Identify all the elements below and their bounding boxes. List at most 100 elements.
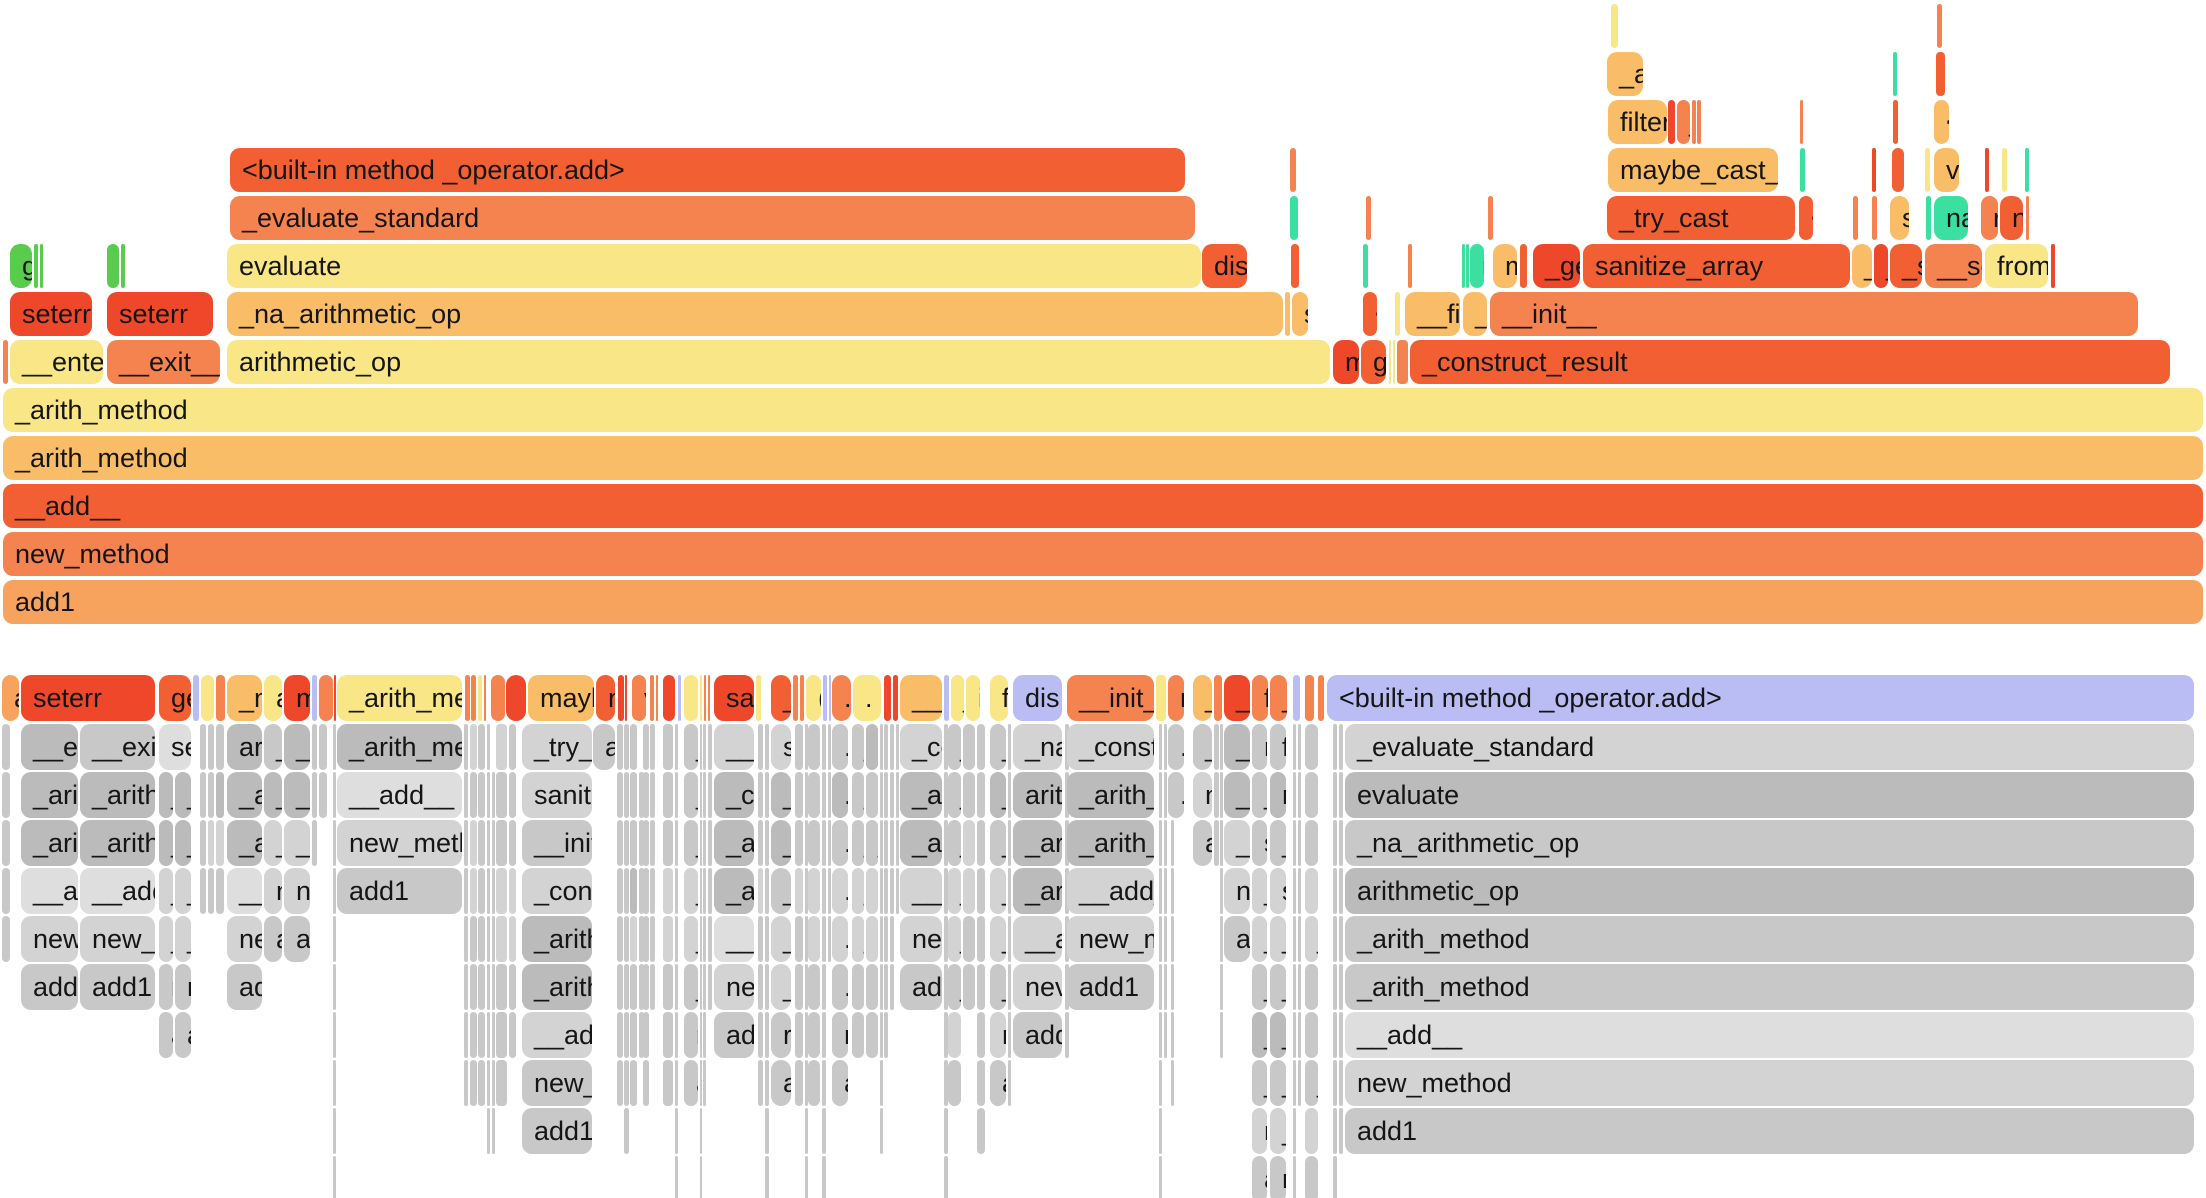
selected-row-frame[interactable] bbox=[800, 675, 804, 721]
flame-frame[interactable] bbox=[3, 340, 8, 384]
caller-frame[interactable] bbox=[464, 724, 468, 770]
caller-frame[interactable]: a bbox=[795, 772, 803, 818]
selected-row-frame[interactable]: _ bbox=[951, 675, 964, 721]
caller-frame[interactable] bbox=[896, 772, 899, 818]
flame-frame[interactable] bbox=[1985, 148, 1989, 192]
caller-frame[interactable]: a bbox=[832, 1060, 848, 1106]
flame-frame[interactable]: seterr bbox=[10, 292, 92, 336]
flame-frame[interactable]: g bbox=[1361, 340, 1386, 384]
flame-frame[interactable]: va bbox=[1934, 148, 1959, 192]
caller-frame[interactable]: __ac bbox=[21, 868, 78, 914]
caller-frame[interactable] bbox=[643, 868, 649, 914]
caller-frame[interactable] bbox=[1164, 1012, 1167, 1058]
caller-frame[interactable] bbox=[1293, 1012, 1296, 1058]
caller-frame[interactable]: _ bbox=[1252, 1012, 1267, 1058]
caller-frame[interactable] bbox=[643, 724, 649, 770]
caller-frame[interactable] bbox=[487, 964, 490, 1010]
caller-frame[interactable]: n bbox=[1252, 1108, 1267, 1154]
caller-frame[interactable]: . bbox=[795, 868, 803, 914]
caller-frame[interactable] bbox=[1293, 868, 1296, 914]
caller-frame[interactable]: _ bbox=[948, 964, 961, 1010]
flame-frame[interactable] bbox=[1853, 196, 1858, 240]
selected-row-frame[interactable]: _arith_met bbox=[337, 675, 462, 721]
caller-frame[interactable]: . bbox=[509, 916, 516, 962]
caller-frame[interactable]: _cons bbox=[522, 868, 592, 914]
selected-row-frame[interactable]: n bbox=[596, 675, 615, 721]
caller-frame[interactable]: s bbox=[1270, 868, 1286, 914]
caller-frame[interactable] bbox=[944, 1156, 948, 1198]
caller-frame[interactable] bbox=[617, 1012, 623, 1058]
caller-frame[interactable]: a bbox=[159, 1012, 173, 1058]
caller-frame[interactable]: add bbox=[900, 964, 942, 1010]
caller-frame[interactable] bbox=[890, 772, 894, 818]
selected-row-frame[interactable] bbox=[829, 675, 831, 721]
caller-frame[interactable] bbox=[624, 1108, 629, 1154]
caller-frame[interactable]: _ bbox=[852, 868, 864, 914]
caller-frame[interactable]: . bbox=[808, 1012, 820, 1058]
caller-frame[interactable] bbox=[617, 916, 623, 962]
caller-frame[interactable]: . bbox=[496, 772, 507, 818]
caller-frame[interactable]: a bbox=[1252, 1156, 1267, 1198]
caller-frame[interactable]: ari bbox=[227, 724, 262, 770]
caller-frame[interactable]: . bbox=[208, 724, 214, 770]
caller-frame[interactable]: _ bbox=[1270, 1060, 1286, 1106]
caller-frame[interactable]: ne bbox=[227, 916, 262, 962]
caller-frame[interactable] bbox=[805, 916, 808, 962]
caller-frame[interactable] bbox=[944, 916, 948, 962]
caller-frame[interactable] bbox=[1298, 1060, 1301, 1106]
caller-frame[interactable]: _try_c bbox=[522, 724, 592, 770]
caller-frame[interactable] bbox=[1293, 724, 1296, 770]
caller-frame[interactable] bbox=[1164, 868, 1167, 914]
caller-frame[interactable]: _ bbox=[1270, 1012, 1286, 1058]
caller-frame[interactable] bbox=[333, 1156, 336, 1198]
caller-frame[interactable]: _ bbox=[990, 820, 1006, 866]
caller-frame[interactable]: a bbox=[208, 868, 214, 914]
caller-frame[interactable] bbox=[805, 1060, 808, 1106]
flame-frame[interactable] bbox=[1611, 4, 1618, 48]
caller-frame[interactable]: _ bbox=[852, 724, 864, 770]
flame-frame[interactable] bbox=[40, 244, 43, 288]
caller-frame[interactable]: _ bbox=[175, 868, 191, 914]
caller-frame[interactable] bbox=[478, 820, 485, 866]
caller-frame[interactable] bbox=[884, 772, 888, 818]
flame-frame[interactable] bbox=[1893, 100, 1898, 144]
caller-frame[interactable] bbox=[708, 724, 712, 770]
caller-frame[interactable]: _ bbox=[990, 916, 1006, 962]
caller-frame[interactable]: . bbox=[630, 820, 637, 866]
caller-frame[interactable] bbox=[1298, 964, 1301, 1010]
caller-frame[interactable]: . bbox=[758, 964, 763, 1010]
flame-frame[interactable]: m bbox=[1493, 244, 1517, 288]
caller-frame[interactable]: . bbox=[832, 820, 848, 866]
caller-frame[interactable]: _arith_method bbox=[1345, 964, 2194, 1010]
caller-frame[interactable]: nev bbox=[1013, 964, 1062, 1010]
selected-row-frame[interactable]: _ bbox=[1193, 675, 1212, 721]
flame-frame[interactable]: add1 bbox=[3, 580, 2203, 624]
caller-frame[interactable] bbox=[1333, 1012, 1337, 1058]
caller-frame[interactable]: __add__ bbox=[1345, 1012, 2194, 1058]
flame-frame[interactable] bbox=[1285, 292, 1290, 336]
flame-frame[interactable]: from_ bbox=[1985, 244, 2048, 288]
caller-frame[interactable]: . bbox=[663, 916, 673, 962]
caller-frame[interactable] bbox=[822, 964, 826, 1010]
caller-frame[interactable] bbox=[1293, 1108, 1296, 1154]
caller-frame[interactable]: _ bbox=[948, 820, 961, 866]
caller-frame[interactable] bbox=[639, 868, 644, 914]
caller-frame[interactable]: _ bbox=[264, 772, 282, 818]
selected-row-frame[interactable] bbox=[793, 675, 798, 721]
caller-frame[interactable] bbox=[944, 772, 948, 818]
caller-frame[interactable] bbox=[944, 868, 948, 914]
caller-frame[interactable] bbox=[1339, 1060, 1343, 1106]
caller-frame[interactable]: r bbox=[1305, 1108, 1318, 1154]
caller-frame[interactable]: __add bbox=[80, 868, 155, 914]
caller-frame[interactable] bbox=[675, 1012, 678, 1058]
caller-frame[interactable]: a bbox=[808, 1060, 820, 1106]
caller-frame[interactable]: a bbox=[593, 724, 615, 770]
caller-frame[interactable] bbox=[708, 916, 712, 962]
caller-frame[interactable]: __adc bbox=[522, 1012, 592, 1058]
caller-frame[interactable]: new_r bbox=[80, 916, 155, 962]
caller-frame[interactable]: _ bbox=[1252, 868, 1267, 914]
caller-frame[interactable] bbox=[703, 724, 706, 770]
caller-frame[interactable]: _na bbox=[1013, 724, 1062, 770]
caller-frame[interactable]: _ bbox=[1270, 916, 1286, 962]
caller-frame[interactable] bbox=[1333, 868, 1337, 914]
